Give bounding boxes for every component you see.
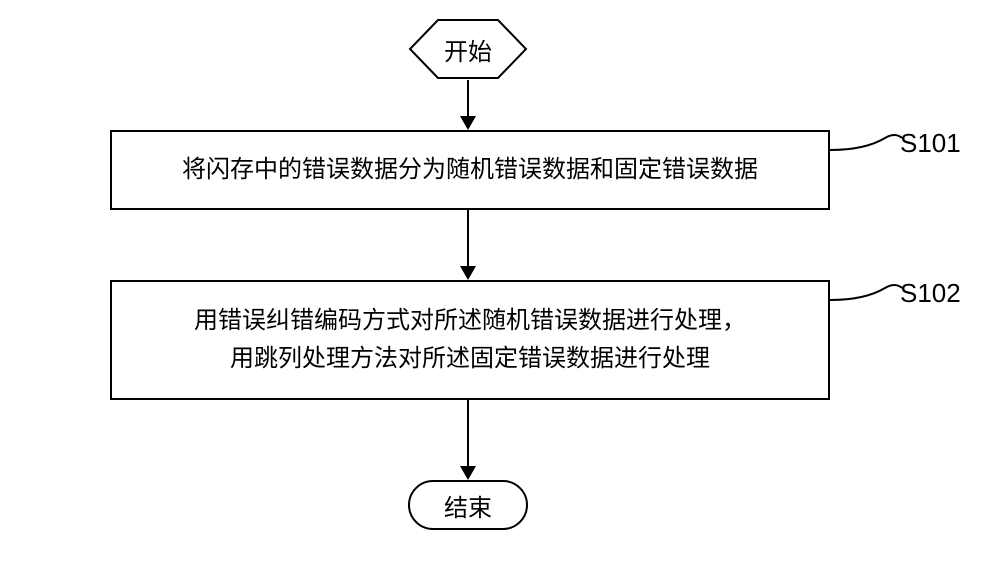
flowchart-canvas: 开始 将闪存中的错误数据分为随机错误数据和固定错误数据 S101 用错误纠错编码… [0,0,1000,570]
step2-node: 用错误纠错编码方式对所述随机错误数据进行处理， 用跳列处理方法对所述固定错误数据… [110,280,830,400]
arrow-1-line [467,80,469,118]
s102-connector [830,280,905,320]
arrow-3-head [460,466,476,480]
end-label: 结束 [444,488,492,523]
label-s102: S102 [900,278,961,309]
s101-connector [830,130,905,170]
step1-node: 将闪存中的错误数据分为随机错误数据和固定错误数据 [110,130,830,210]
arrow-3-line [467,400,469,468]
arrow-1-head [460,116,476,130]
label-s101: S101 [900,128,961,159]
step1-text: 将闪存中的错误数据分为随机错误数据和固定错误数据 [182,151,758,189]
end-node: 结束 [408,480,528,530]
start-node: 开始 [408,18,528,80]
arrow-2-head [460,266,476,280]
step2-line1: 用错误纠错编码方式对所述随机错误数据进行处理， [194,302,746,340]
start-label: 开始 [444,32,492,67]
step2-line2: 用跳列处理方法对所述固定错误数据进行处理 [230,340,710,378]
arrow-2-line [467,210,469,268]
label-s101-text: S101 [900,128,961,158]
label-s102-text: S102 [900,278,961,308]
